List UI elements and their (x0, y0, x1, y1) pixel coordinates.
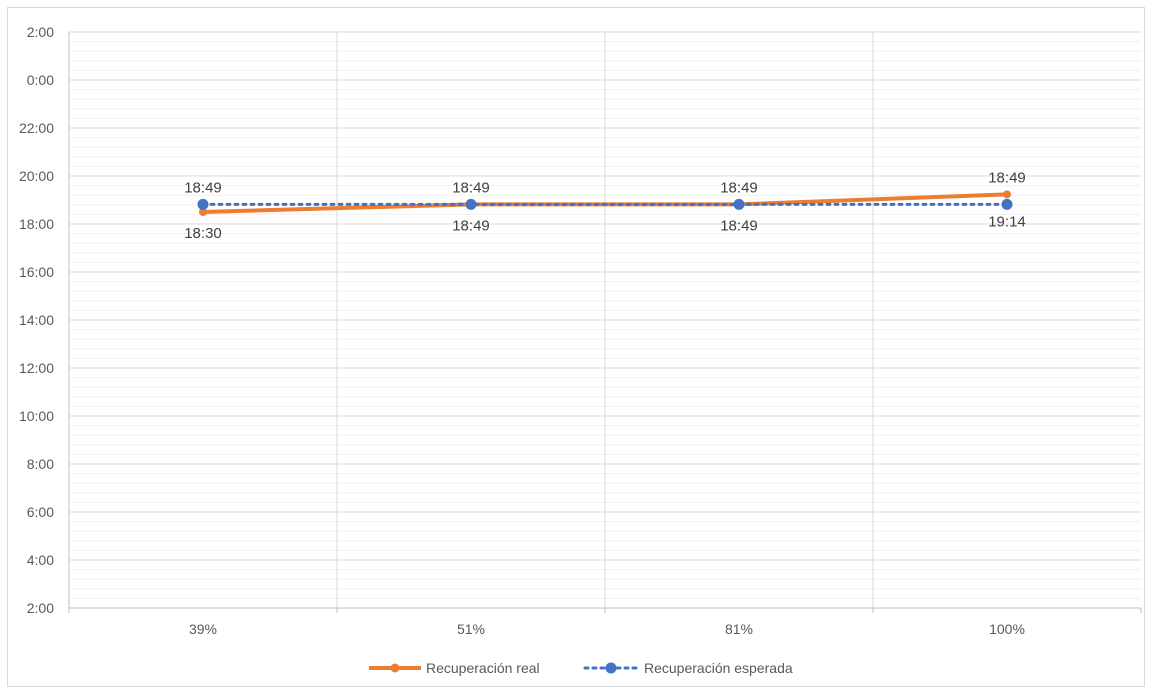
data-label-real: 18:49 (720, 217, 758, 234)
legend-label-real: Recuperación real (426, 660, 540, 676)
series-point-esperada (1001, 198, 1013, 210)
data-label-real: 18:30 (184, 225, 222, 242)
y-tick-label: 2:00 (27, 600, 54, 616)
x-tick-label: 81% (725, 621, 753, 637)
series-point-esperada (197, 198, 209, 210)
y-tick-label: 0:00 (27, 72, 54, 88)
data-label-esperada: 18:49 (988, 169, 1026, 186)
data-label-real: 18:49 (452, 217, 490, 234)
y-axis-tick-labels: 2:00 4:00 6:00 8:00 10:00 12:00 14:00 16:00 18:0… (19, 24, 54, 616)
y-tick-label: 14:00 (19, 312, 54, 328)
y-tick-label: 20:00 (19, 168, 54, 184)
x-tick-label: 39% (189, 621, 217, 637)
y-tick-label: 12:00 (19, 360, 54, 376)
series-point-real (1003, 190, 1011, 199)
x-tick-label: 100% (989, 621, 1025, 637)
series-point-esperada (465, 198, 477, 210)
data-labels-layer: 18:30 18:49 18:49 19:14 18:49 18:49 18:49 18:49 (184, 169, 1026, 242)
legend-marker-esperada (605, 662, 617, 674)
y-tick-label: 10:00 (19, 408, 54, 424)
data-label-esperada: 18:49 (720, 179, 758, 196)
series-point-esperada (733, 198, 745, 210)
x-axis-tick-labels: 39% 51% 81% 100% (189, 621, 1025, 637)
chart-frame (7, 7, 1145, 687)
axes (68, 32, 1142, 613)
y-tick-label: 6:00 (27, 504, 54, 520)
series-point-real-dot (199, 208, 207, 216)
y-tick-label: 4:00 (27, 552, 54, 568)
legend-item-esperada: Recuperación esperada (583, 660, 793, 676)
y-tick-label: 2:00 (27, 24, 54, 40)
y-tick-label: 22:00 (19, 120, 54, 136)
x-tick-label: 51% (457, 621, 485, 637)
legend-label-esperada: Recuperación esperada (644, 660, 793, 676)
y-tick-label: 8:00 (27, 456, 54, 472)
series-layer (197, 190, 1013, 216)
data-label-esperada: 18:49 (452, 179, 490, 196)
data-label-real: 19:14 (988, 213, 1026, 230)
legend-marker-real (390, 663, 400, 673)
y-tick-label: 16:00 (19, 264, 54, 280)
legend-item-real: Recuperación real (369, 660, 540, 676)
series-point-real (199, 208, 207, 216)
y-tick-label: 18:00 (19, 216, 54, 232)
vertical-gridlines (336, 32, 874, 608)
series-point-real-dot (1003, 190, 1011, 199)
data-label-esperada: 18:49 (184, 179, 222, 196)
legend: Recuperación real Recuperación esperada (369, 660, 793, 676)
